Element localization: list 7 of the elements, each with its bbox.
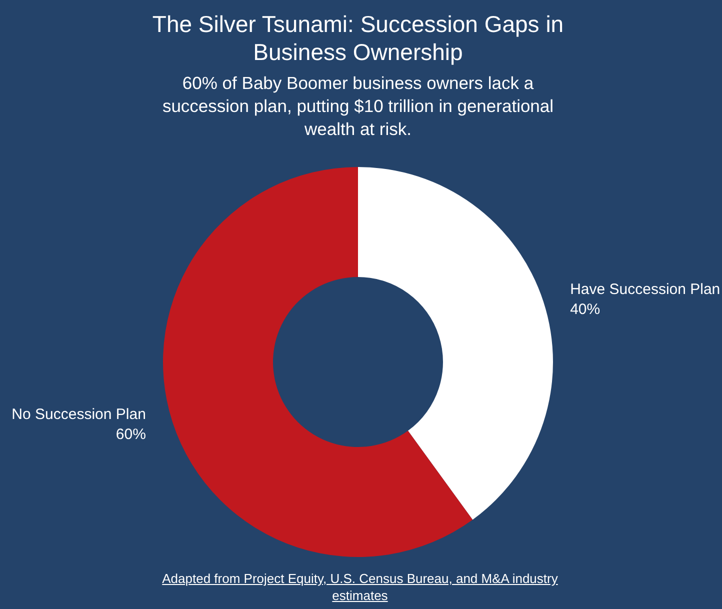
data-label: 40% bbox=[570, 300, 600, 318]
chart-subtitle: 60% of Baby Boomer business owners lack a succession plan, putting $10 trillion in generational wealth at risk. bbox=[161, 72, 555, 141]
data-label: 60% bbox=[116, 426, 146, 444]
slice-label: No Succession Plan bbox=[12, 406, 146, 424]
text: Adapted from Project Equity, U.S. Census Bureau, and M&A industry estimates bbox=[161, 570, 559, 604]
chart-title: The Silver Tsunami: Succession Gaps in Business Ownership bbox=[151, 10, 565, 66]
slice-label: Have Succession Plan bbox=[570, 280, 720, 298]
